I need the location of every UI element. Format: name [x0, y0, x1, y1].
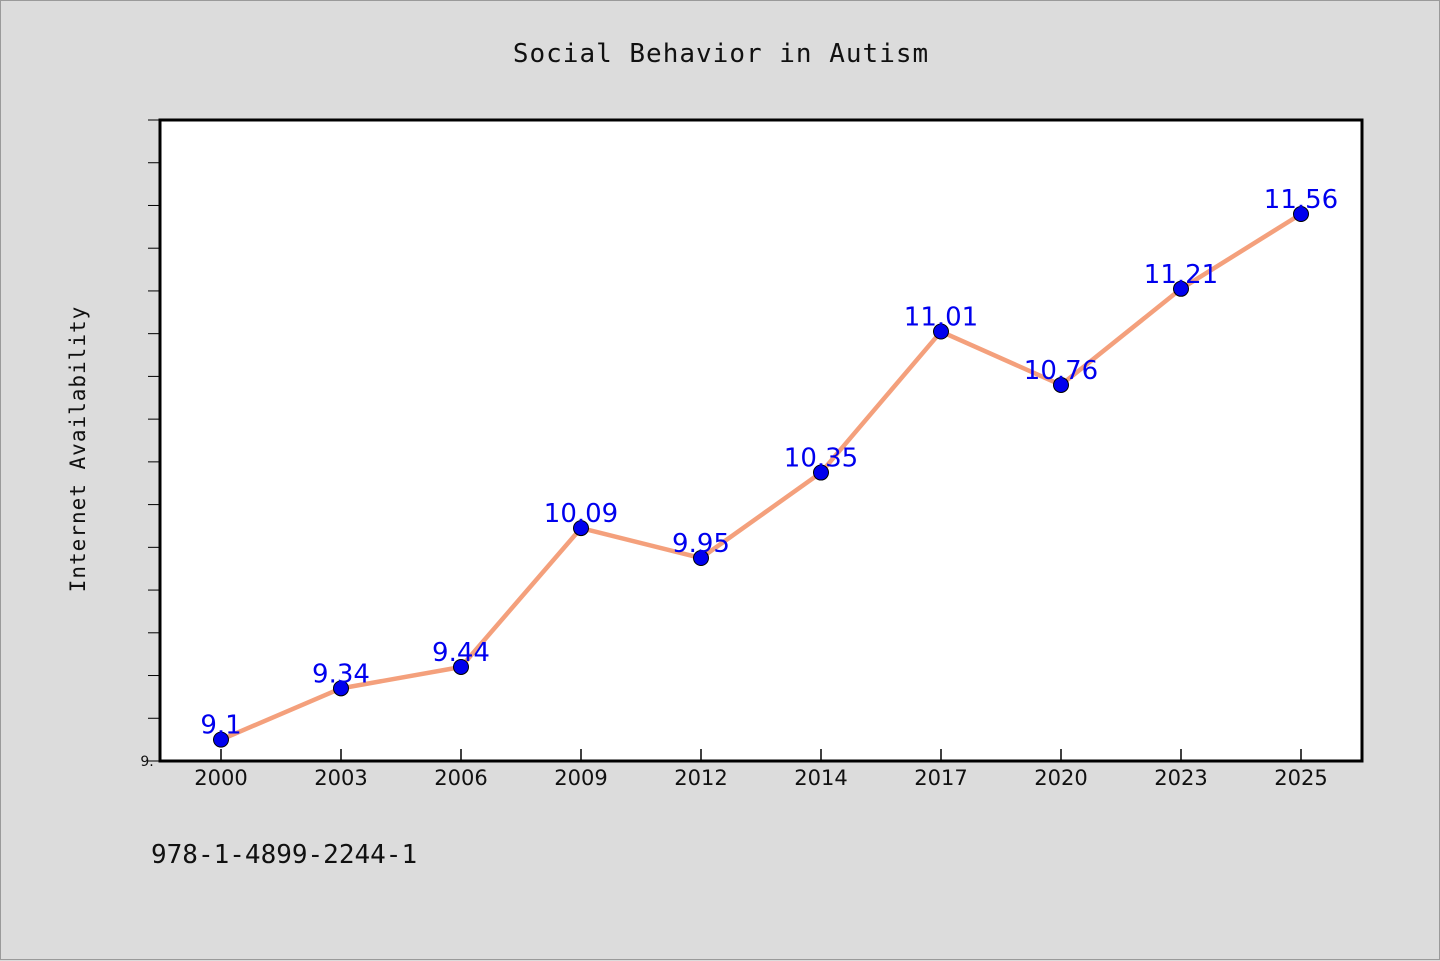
series-data-labels: 9.1 9.34 9.44 10.09 9.95 10.35 11.01 10.76 11.21…	[200, 185, 1338, 741]
data-point	[333, 680, 349, 697]
plot-area	[158, 118, 1364, 763]
data-label: 10.76	[1024, 356, 1098, 386]
x-axis-ticks	[220, 749, 1302, 761]
series-line-group	[218, 211, 1304, 742]
x-tick-label: 2025	[1274, 766, 1327, 790]
x-tick-label: 2023	[1154, 766, 1207, 790]
data-point	[453, 658, 469, 675]
data-label: 10.35	[784, 444, 858, 474]
data-label: 9.1	[200, 711, 241, 741]
y-axis-label: Internet Availability	[66, 306, 90, 593]
data-label: 9.95	[672, 529, 730, 559]
x-tick-label: 2020	[1034, 766, 1087, 790]
data-point	[1173, 280, 1189, 297]
x-tick-label: 2000	[194, 766, 247, 790]
x-axis-tick-labels: 2000 2003 2006 2009 2012 2014 2017 2020 2023 2025	[194, 766, 1327, 790]
data-label: 11.56	[1264, 185, 1338, 215]
data-point	[1053, 376, 1069, 393]
isbn-footer: 978-1-4899-2244-1	[151, 840, 417, 870]
data-point	[813, 464, 829, 481]
data-point	[573, 520, 589, 537]
data-point	[213, 731, 229, 748]
x-tick-label: 2003	[314, 766, 367, 790]
data-label: 9.44	[432, 638, 490, 668]
x-tick-label: 2009	[554, 766, 607, 790]
x-tick-label: 2006	[434, 766, 487, 790]
data-label: 11.01	[904, 303, 978, 333]
x-tick-label: 2017	[914, 766, 967, 790]
data-point	[1293, 206, 1309, 223]
data-point	[933, 323, 949, 340]
chart-title: Social Behavior in Autism	[513, 39, 929, 69]
x-tick-label: 2014	[794, 766, 847, 790]
data-point	[693, 550, 709, 567]
x-tick-label: 2012	[674, 766, 727, 790]
series-line	[218, 211, 1304, 742]
data-label: 9.34	[312, 659, 370, 689]
y-min-tick-label: 9.	[140, 754, 153, 770]
data-label: 10.09	[544, 499, 618, 529]
data-label: 11.21	[1144, 260, 1218, 290]
series-markers	[213, 206, 1309, 748]
y-minor-ticks	[148, 119, 160, 762]
